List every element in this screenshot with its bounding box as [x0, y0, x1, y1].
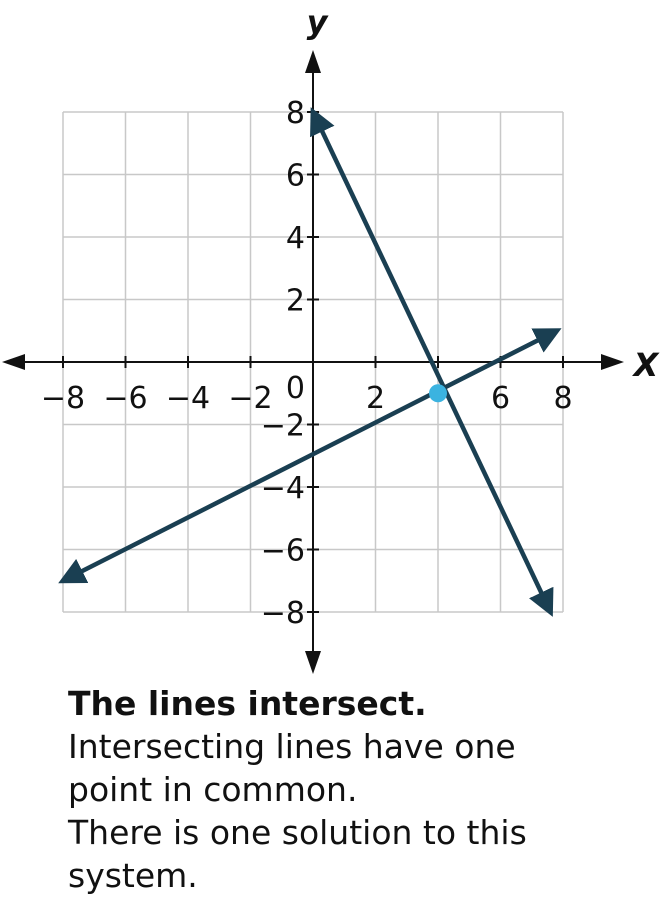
series-line-1	[58, 328, 562, 584]
coordinate-plane: −8 −6 −4 −2 2 6 8 −8 −6 −4 −2 2 4 6 8 0 Xy	[2, 3, 660, 674]
origin-label: 0	[286, 371, 305, 406]
y-tick-label: −6	[261, 534, 305, 569]
x-axis-title: X	[632, 346, 660, 384]
caption: The lines intersect. Intersecting lines …	[68, 682, 648, 897]
x-axis-arrow-right	[601, 354, 624, 370]
y-tick-label: 2	[286, 284, 305, 319]
intersection-point	[429, 384, 447, 403]
series-lines	[58, 107, 562, 617]
x-tick-label: 8	[553, 381, 572, 416]
tick-labels: −8 −6 −4 −2 2 6 8 −8 −6 −4 −2 2 4 6 8 0 Xy	[41, 3, 660, 631]
y-tick-label: 4	[286, 221, 305, 256]
axes	[2, 50, 624, 674]
caption-line-4: system.	[68, 856, 198, 895]
y-axis-arrow-up	[305, 50, 321, 73]
caption-line-2: point in common.	[68, 770, 358, 809]
caption-line-3: There is one solution to this	[68, 813, 527, 852]
x-tick-label: −2	[228, 381, 272, 416]
y-axis-arrow-down	[305, 651, 321, 674]
y-tick-label: −2	[261, 409, 305, 444]
y-axis-title: y	[307, 3, 329, 41]
x-tick-label: −4	[166, 381, 210, 416]
series-line-2	[310, 107, 554, 617]
y-tick-label: −8	[261, 596, 305, 631]
x-tick-label: −8	[41, 381, 85, 416]
caption-line-1: Intersecting lines have one	[68, 727, 516, 766]
x-tick-label: 2	[366, 381, 385, 416]
x-tick-label: −6	[103, 381, 147, 416]
y-tick-label: −4	[261, 471, 305, 506]
x-axis-arrow-left	[2, 354, 25, 370]
x-tick-label: 6	[491, 381, 510, 416]
y-tick-label: 8	[286, 96, 305, 131]
caption-title: The lines intersect.	[68, 684, 427, 723]
y-tick-label: 6	[286, 159, 305, 194]
